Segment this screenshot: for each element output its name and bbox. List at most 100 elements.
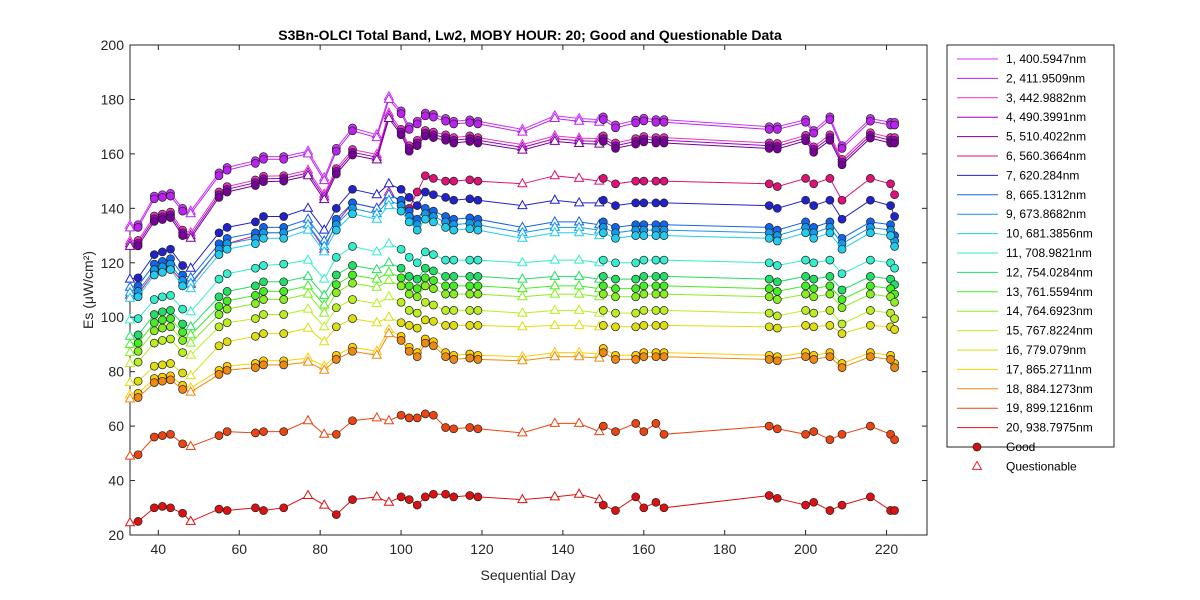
good-point: [631, 492, 641, 502]
good-point: [639, 116, 649, 126]
good-point: [279, 360, 289, 370]
good-point: [449, 176, 459, 186]
series-18: [124, 327, 899, 403]
good-point: [348, 150, 357, 160]
good-point: [764, 125, 774, 134]
good-point: [222, 506, 232, 515]
good-point: [659, 289, 669, 299]
good-point: [801, 136, 810, 146]
good-point: [809, 355, 819, 364]
good-point: [420, 263, 430, 273]
good-point: [659, 321, 669, 330]
good-point: [259, 360, 268, 370]
legend-label: 6, 560.3664nm: [1006, 149, 1086, 163]
good-point: [331, 510, 341, 519]
good-point: [149, 194, 159, 204]
y-tick-label: 80: [108, 364, 124, 380]
questionable-point: [593, 425, 605, 436]
good-point: [429, 190, 438, 200]
good-point: [886, 201, 895, 210]
good-point: [764, 258, 774, 268]
good-point: [222, 269, 232, 279]
good-point: [158, 315, 167, 325]
good-point: [465, 224, 475, 234]
good-point: [837, 329, 847, 338]
good-point: [639, 255, 649, 265]
questionable-point: [371, 316, 383, 327]
questionable-point: [371, 245, 383, 256]
questionable-point: [371, 411, 383, 422]
good-point: [465, 306, 475, 315]
good-point: [348, 184, 357, 194]
good-point: [772, 125, 782, 134]
good-point: [158, 323, 167, 333]
questionable-point: [318, 193, 330, 204]
good-point: [158, 502, 167, 511]
good-point: [764, 308, 774, 318]
good-point: [429, 489, 438, 499]
good-point: [166, 306, 175, 315]
good-point: [279, 295, 289, 304]
y-axis-label: Es (μW/cm²): [80, 251, 96, 329]
good-point: [890, 363, 899, 372]
series-layer: [124, 90, 899, 527]
good-point: [598, 348, 608, 357]
good-point: [473, 119, 483, 129]
good-point: [801, 281, 810, 291]
good-point: [465, 289, 475, 299]
good-point: [473, 289, 483, 299]
good-point: [611, 233, 620, 243]
good-point: [166, 314, 175, 323]
good-point: [659, 176, 669, 186]
good-point: [809, 147, 819, 157]
good-point: [178, 231, 187, 240]
good-point: [801, 352, 810, 362]
good-point: [465, 353, 475, 363]
good-point: [178, 261, 187, 270]
good-point: [651, 289, 661, 299]
good-point: [133, 241, 143, 251]
good-point: [404, 495, 414, 504]
good-point: [420, 214, 430, 224]
good-point: [166, 191, 175, 201]
questionable-point: [318, 273, 330, 283]
good-point: [598, 115, 608, 124]
good-point: [166, 359, 175, 368]
questionable-point: [124, 292, 136, 302]
good-point: [222, 304, 232, 314]
good-point: [809, 292, 819, 302]
good-point: [825, 281, 835, 291]
y-tick-label: 40: [108, 473, 124, 489]
good-point: [149, 295, 159, 304]
good-point: [178, 319, 187, 329]
good-point: [166, 375, 175, 385]
good-point: [631, 176, 641, 186]
good-point: [412, 500, 422, 510]
good-point: [348, 495, 357, 504]
good-point: [133, 357, 143, 367]
good-point: [348, 270, 357, 280]
good-point: [441, 352, 450, 362]
questionable-point: [371, 153, 383, 164]
legend-label: 11, 708.9821nm: [1006, 246, 1092, 260]
good-point: [890, 263, 899, 273]
good-point: [158, 376, 167, 386]
good-point: [429, 341, 438, 351]
good-point: [214, 171, 224, 181]
good-point: [279, 277, 289, 287]
good-point: [651, 497, 661, 507]
good-point: [659, 138, 669, 148]
good-point: [251, 314, 260, 323]
good-point: [866, 255, 875, 265]
good-point: [465, 491, 475, 500]
good-point: [251, 331, 260, 341]
good-point: [631, 355, 641, 364]
good-point: [412, 201, 422, 210]
good-point: [441, 306, 450, 315]
questionable-point: [549, 194, 561, 204]
good-point: [420, 281, 430, 291]
x-tick-label: 120: [470, 541, 494, 557]
good-point: [449, 321, 459, 330]
good-point: [764, 421, 774, 431]
good-point: [420, 297, 430, 307]
